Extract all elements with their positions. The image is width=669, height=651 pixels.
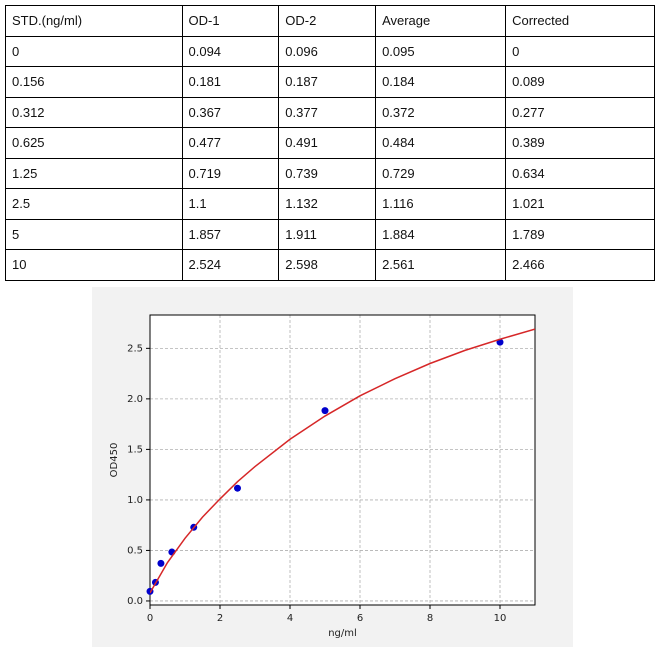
- data-point: [157, 559, 165, 567]
- table-cell: 5: [5, 218, 183, 250]
- x-tick-label: 8: [427, 613, 433, 624]
- table-row: 0 0.094 0.096 0.095 0: [5, 35, 655, 67]
- table-cell: 0: [5, 35, 183, 67]
- table-row: 0.312 0.367 0.377 0.372 0.277: [5, 96, 655, 128]
- table-row: 10 2.524 2.598 2.561 2.466: [5, 249, 655, 281]
- table-cell: 1.884: [375, 218, 507, 250]
- table-row: 5 1.857 1.911 1.884 1.789: [5, 218, 655, 250]
- table-body: STD.(ng/ml) OD-1 OD-2 Average Corrected 0 0.09…: [5, 5, 655, 281]
- table-cell: 0.372: [375, 96, 507, 128]
- data-point: [321, 407, 329, 415]
- table-cell: 2.561: [375, 249, 507, 281]
- table-cell: 0.367: [181, 96, 280, 128]
- header-row: STD.(ng/ml) OD-1 OD-2 Average Corrected: [5, 5, 655, 37]
- y-axis-label: OD450: [109, 443, 120, 478]
- chart-panel: 0.0 0.5 1.0 1.5 2.0 2.5 0 2 4 6 8 10 ng/ml OD450: [92, 287, 573, 647]
- table-cell: 0.095: [375, 35, 507, 67]
- table-cell: 0.739: [278, 157, 377, 189]
- table-cell: 0.477: [181, 127, 280, 159]
- table-cell: 0.184: [375, 66, 507, 98]
- table-cell: 1.132: [278, 188, 377, 220]
- table-cell: 0.389: [505, 127, 655, 159]
- fit-curve: [150, 328, 535, 594]
- table-cell: 0.187: [278, 66, 377, 98]
- chart: 0.0 0.5 1.0 1.5 2.0 2.5 0 2 4 6 8 10 ng/ml OD450: [109, 314, 536, 639]
- table-row: 0.625 0.477 0.491 0.484 0.389: [5, 127, 655, 159]
- table-cell: 0.094: [181, 35, 280, 67]
- data-point: [234, 484, 241, 492]
- y-tick-label: 0.0: [127, 596, 143, 607]
- x-tick-label: 2: [217, 613, 223, 624]
- table-cell: 0.156: [5, 66, 183, 98]
- data-table: STD.(ng/ml) OD-1 OD-2 Average Corrected 0 0.09…: [5, 5, 655, 281]
- table-cell: 0.277: [505, 96, 655, 128]
- table-cell: OD-1: [181, 5, 280, 37]
- table-cell: OD-2: [278, 5, 377, 37]
- table-cell: 1.911: [278, 218, 377, 250]
- table-cell: 0.089: [505, 66, 655, 98]
- table-cell: 2.466: [505, 249, 655, 281]
- table-cell: 1.1: [181, 188, 280, 220]
- table-cell: 0.729: [375, 157, 507, 189]
- table-cell: 1.789: [505, 218, 655, 250]
- table-cell: 0.312: [5, 96, 183, 128]
- y-tick-label: 2.0: [127, 394, 143, 405]
- table-cell: STD.(ng/ml): [5, 5, 183, 37]
- x-tick-label: 0: [147, 613, 153, 624]
- x-tick-label: 4: [287, 613, 293, 624]
- y-tick-label: 0.5: [127, 545, 143, 556]
- table-cell: 1.25: [5, 157, 183, 189]
- table-row: 2.5 1.1 1.132 1.116 1.021: [5, 188, 655, 220]
- table-cell: 2.598: [278, 249, 377, 281]
- table-cell: 2.524: [181, 249, 280, 281]
- x-tick-label: 6: [357, 613, 363, 624]
- table-cell: 0.096: [278, 35, 377, 67]
- table-cell: 0.181: [181, 66, 280, 98]
- table-cell: 1.021: [505, 188, 655, 220]
- x-axis-label: ng/ml: [328, 628, 357, 639]
- table-cell: 0.491: [278, 127, 377, 159]
- y-tick-label: 2.5: [127, 343, 143, 354]
- table-cell: 0: [505, 35, 655, 67]
- y-tick-label: 1.0: [127, 495, 143, 506]
- table-cell: 0.625: [5, 127, 183, 159]
- table-cell: Corrected: [505, 5, 655, 37]
- x-tick-label: 10: [494, 613, 507, 624]
- table-cell: 2.5: [5, 188, 183, 220]
- table-cell: 1.116: [375, 188, 507, 220]
- table-row: 0.156 0.181 0.187 0.184 0.089: [5, 66, 655, 98]
- y-tick-label: 1.5: [127, 444, 143, 455]
- plot-area: [150, 315, 535, 605]
- table-cell: 0.719: [181, 157, 280, 189]
- table-cell: 1.857: [181, 218, 280, 250]
- table-cell: 10: [5, 249, 183, 281]
- table-row: 1.25 0.719 0.739 0.729 0.634: [5, 157, 655, 189]
- table-cell: 0.634: [505, 157, 655, 189]
- plot-frame: [149, 314, 536, 606]
- table-cell: 0.484: [375, 127, 507, 159]
- table-cell: Average: [375, 5, 507, 37]
- table-cell: 0.377: [278, 96, 377, 128]
